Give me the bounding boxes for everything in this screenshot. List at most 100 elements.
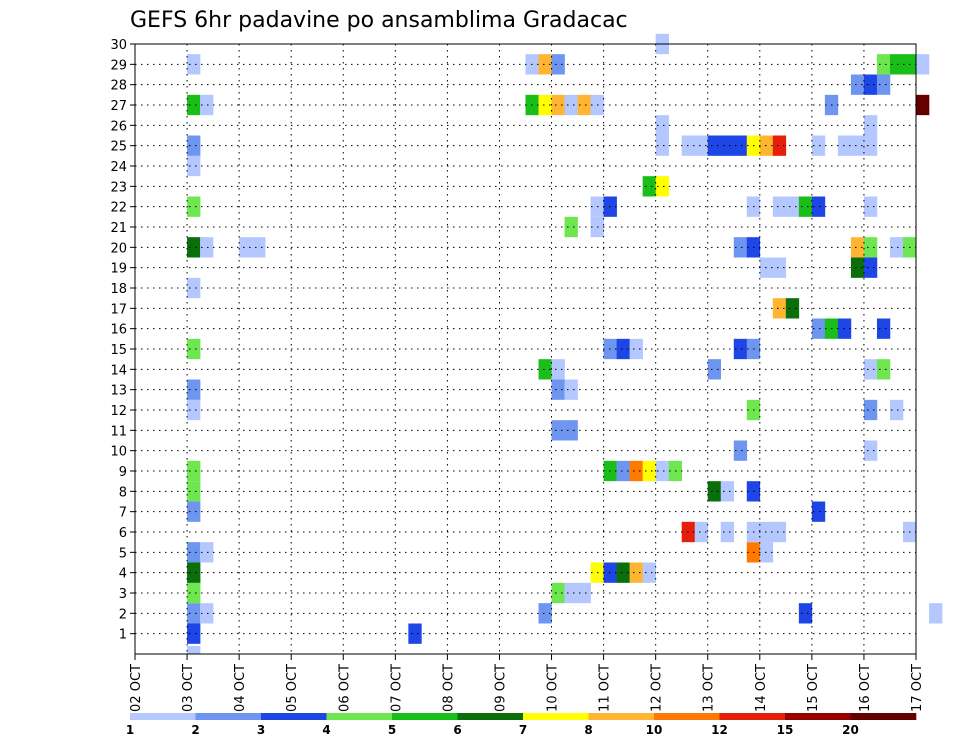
heatmap-cell — [187, 94, 201, 116]
heatmap-cell — [187, 481, 201, 502]
heatmap-cell — [629, 460, 643, 482]
colorbar-swatch — [850, 713, 917, 720]
colorbar-swatch — [326, 713, 393, 720]
y-tick-label: 1 — [119, 628, 127, 643]
x-tick-label: 10 OCT — [546, 664, 561, 712]
y-tick-label: 17 — [110, 302, 127, 317]
heatmap-cell — [733, 135, 748, 156]
heatmap-cell — [551, 379, 565, 400]
heatmap-cell — [200, 237, 214, 258]
heatmap-cell — [889, 54, 904, 75]
heatmap-cell — [772, 521, 787, 543]
heatmap-cell — [629, 338, 643, 360]
heatmap-cell — [850, 257, 865, 278]
x-tick-label: 02 OCT — [129, 664, 144, 712]
y-tick-label: 11 — [110, 424, 127, 439]
heatmap-cell — [655, 176, 669, 197]
heatmap-cell — [863, 237, 878, 258]
heatmap-cell — [811, 135, 826, 156]
x-tick-label: 13 OCT — [702, 664, 717, 712]
heatmap-cell — [187, 196, 201, 217]
heatmap-cell — [916, 54, 930, 75]
x-tick-label: 15 OCT — [806, 664, 821, 712]
heatmap-cell — [811, 501, 826, 522]
heatmap-cell — [200, 603, 214, 624]
heatmap-cell — [187, 646, 201, 654]
heatmap-cell — [811, 196, 826, 217]
heatmap-cell — [850, 74, 865, 95]
heatmap-cell — [187, 277, 201, 299]
heatmap-cell — [187, 582, 201, 604]
heatmap-cell — [551, 94, 565, 116]
colorbar-swatch — [392, 713, 458, 720]
heatmap-cell — [655, 460, 669, 482]
heatmap-cell — [408, 623, 422, 644]
colorbar-label: 1 — [126, 723, 134, 737]
colorbar-label: 15 — [777, 723, 794, 737]
heatmap-cell — [707, 135, 722, 156]
y-tick-label: 14 — [110, 363, 127, 378]
heatmap-cell — [538, 603, 552, 624]
colorbar-label: 10 — [646, 723, 663, 737]
heatmap-cell — [863, 440, 878, 461]
y-tick-label: 6 — [119, 526, 127, 541]
heatmap-cell — [616, 460, 630, 482]
colorbar-swatch — [261, 713, 327, 720]
heatmap-cell — [642, 460, 656, 482]
y-tick-label: 22 — [110, 201, 127, 216]
heatmap-cell — [577, 582, 591, 604]
y-tick-label: 26 — [110, 119, 127, 134]
heatmap-cell — [642, 176, 656, 197]
heatmap-cell — [772, 298, 787, 319]
colorbar-swatch — [654, 713, 720, 720]
heatmap-cell — [876, 74, 891, 95]
chart-title: GEFS 6hr padavine po ansamblima Gradacac — [130, 8, 628, 33]
colorbar-label: 7 — [519, 723, 527, 737]
heatmap-cell — [538, 54, 552, 75]
x-tick-label: 06 OCT — [337, 664, 352, 712]
x-tick-label: 04 OCT — [233, 664, 248, 712]
colorbar-swatch — [588, 713, 655, 720]
heatmap-cell — [187, 338, 201, 360]
heatmap-cell — [187, 135, 201, 156]
y-tick-label: 5 — [119, 546, 127, 561]
x-axis: 02 OCT 03 OCT 04 OCT 05 OCT 06 OCT 07 OCT 08 O… — [129, 654, 925, 712]
heatmap-cell — [538, 359, 552, 380]
heatmap-cell — [564, 94, 578, 116]
y-tick-label: 15 — [110, 343, 127, 358]
y-tick-label: 16 — [110, 323, 127, 338]
heatmap-cell — [785, 196, 800, 217]
heatmap-cell — [863, 115, 878, 136]
x-tick-label: 12 OCT — [650, 664, 665, 712]
colorbar-label: 20 — [842, 723, 859, 737]
y-tick-label: 25 — [110, 140, 127, 155]
colorbar-swatch — [785, 713, 851, 720]
y-tick-label: 12 — [110, 404, 127, 419]
colorbar-label: 2 — [191, 723, 199, 737]
heatmap-cell — [863, 196, 878, 217]
y-tick-label: 21 — [110, 221, 127, 236]
heatmap-cell — [551, 54, 565, 75]
heatmap-cell — [564, 379, 578, 400]
heatmap-cell — [733, 237, 748, 258]
heatmap-cell — [863, 359, 878, 380]
heatmap-cell — [564, 420, 578, 441]
colorbar-label: 12 — [711, 723, 728, 737]
heatmap-cell — [187, 399, 201, 421]
heatmap-cell — [187, 542, 201, 563]
heatmap-cell — [577, 94, 591, 116]
colorbar-swatch — [130, 713, 196, 720]
heatmap-cell — [694, 521, 709, 543]
colorbar: 1 2 3 4 5 6 7 8 10 12 15 20 — [126, 713, 917, 737]
heatmap-cell — [785, 298, 800, 319]
heatmap-cell — [187, 237, 201, 258]
heatmap-cell — [707, 359, 722, 380]
y-tick-label: 3 — [119, 587, 127, 602]
heatmap-cell — [655, 135, 669, 156]
heatmap-cell — [187, 562, 201, 583]
heatmap-cell — [772, 257, 787, 278]
heatmap-cell — [889, 399, 904, 421]
heatmap-cell — [876, 359, 891, 380]
y-tick-label: 18 — [110, 282, 127, 297]
